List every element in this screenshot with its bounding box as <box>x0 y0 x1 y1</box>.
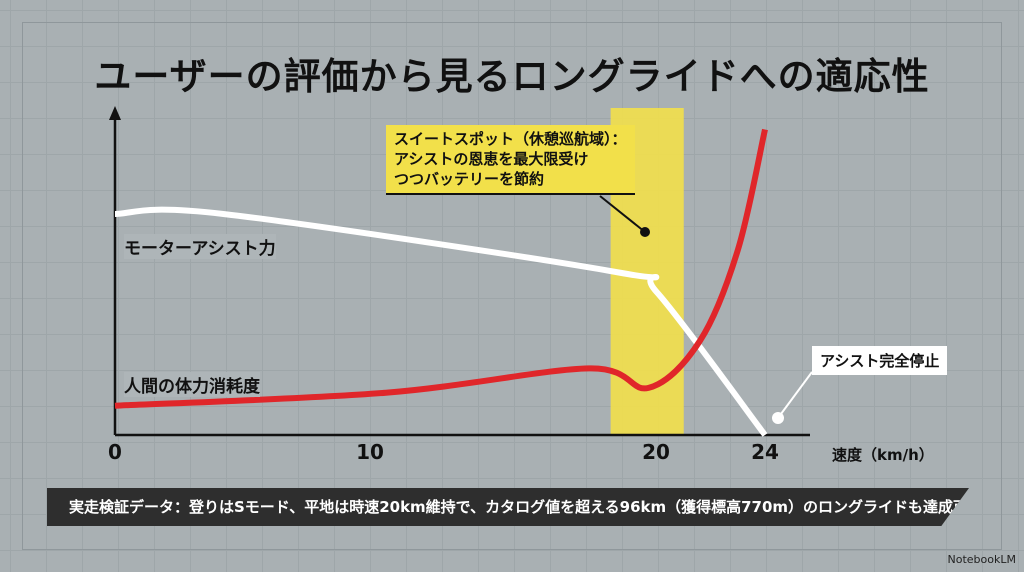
series-label-motor-assist: モーターアシスト力 <box>124 234 276 259</box>
x-axis-label: 速度（km/h） <box>832 446 934 464</box>
callout-line: つつバッテリーを節約 <box>394 170 545 188</box>
callout-line: アシストの恩恵を最大限受け <box>394 150 589 168</box>
footer-banner: 実走検証データ：登りはSモード、平地は時速20km維持で、カタログ値を超える96… <box>47 488 969 526</box>
x-tick-label: 24 <box>751 440 779 464</box>
x-tick-label: 10 <box>356 440 384 464</box>
sweet-spot-callout: スイートスポット（休憩巡航域）： アシストの恩恵を最大限受け つつバッテリーを節… <box>386 125 635 195</box>
frame <box>22 22 1002 550</box>
callout-leader <box>599 195 646 233</box>
series-line-human-fatigue <box>114 128 768 409</box>
series-label-human-fatigue: 人間の体力消耗度 <box>124 372 260 397</box>
stop-dot <box>772 412 784 424</box>
x-tick-label: 20 <box>642 440 670 464</box>
callout-dot <box>640 227 650 237</box>
stop-leader <box>777 371 813 419</box>
assist-stop-label: アシスト完全停止 <box>812 346 948 375</box>
series-line-motor-assist <box>114 206 768 437</box>
y-axis-arrow <box>109 106 121 120</box>
x-tick-label: 0 <box>108 440 122 464</box>
callout-line: スイートスポット（休憩巡航域）： <box>394 130 627 148</box>
chart-title: ユーザーの評価から見るロングライドへの適応性 <box>94 55 930 98</box>
brand-watermark: NotebookLM <box>947 553 1016 566</box>
